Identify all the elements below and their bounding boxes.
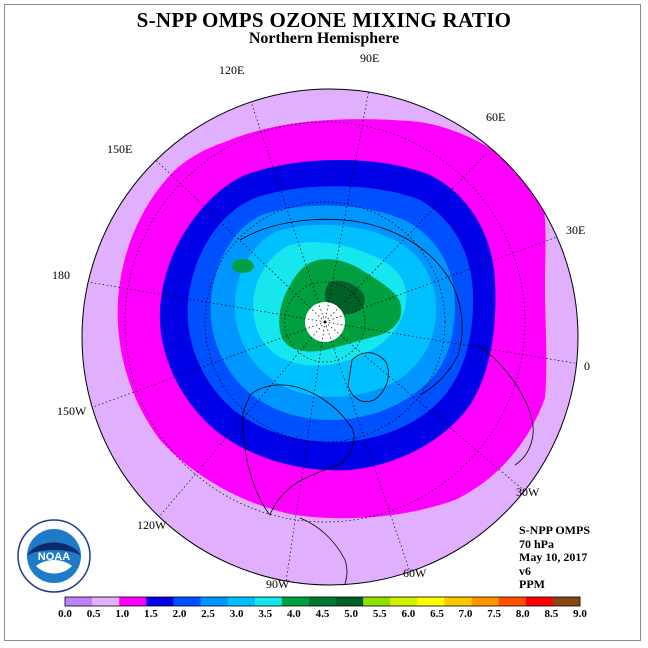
colorbar-tick-label: 6.5 xyxy=(430,608,444,620)
colorbar-swatch xyxy=(146,597,174,606)
longitude-label-150e: 150E xyxy=(107,142,133,156)
colorbar-tick-label: 9.0 xyxy=(573,608,587,620)
colorbar-swatch xyxy=(390,597,418,606)
colorbar-tick-label: 7.0 xyxy=(458,608,473,620)
graticule xyxy=(82,89,578,585)
noaa-logo: NOAA xyxy=(17,519,91,593)
colorbar-tick-label: 5.0 xyxy=(344,608,358,620)
longitude-label-30e: 30E xyxy=(566,223,586,237)
colorbar-swatch xyxy=(498,597,527,606)
colorbar-tick-label: 7.5 xyxy=(487,608,502,620)
latitude-circle-30n xyxy=(124,121,526,523)
colorbar-swatch xyxy=(444,597,472,606)
colorbar-swatch xyxy=(471,597,499,606)
colorbar-tick-label: 5.5 xyxy=(372,608,387,620)
map-metadata: S-NPP OMPS 70 hPa May 10, 2017 v6 PPM xyxy=(519,523,590,592)
colorbar-tick-labels: 0.0 0.5 1.0 1.5 2.0 2.5 3.0 3.5 4.0 4.5 5.0 5.5 6.0 6… xyxy=(0,608,648,622)
colorbar-tick-label: 3.5 xyxy=(258,608,273,620)
coastline-greenland xyxy=(347,352,389,403)
meridian-line xyxy=(324,321,413,579)
longitude-label-150w: 150W xyxy=(57,404,87,418)
colorbar-tick-label: 2.5 xyxy=(201,608,215,620)
colorbar-tick-label: 2.0 xyxy=(172,608,187,620)
colorbar-swatch xyxy=(173,597,201,606)
longitude-label-90w: 90W xyxy=(266,577,290,591)
colorbar-swatch xyxy=(281,597,310,606)
map-subtitle: Northern Hemisphere xyxy=(248,30,400,47)
meridian-line xyxy=(324,133,506,323)
meridian-line xyxy=(244,89,326,323)
meridian-line xyxy=(284,321,326,585)
colorbar-swatch xyxy=(552,597,581,606)
colorbar-swatch xyxy=(417,597,445,606)
latitude-circle-80n xyxy=(284,281,366,363)
meridian-line xyxy=(151,321,326,526)
colorbar-swatch xyxy=(119,597,147,606)
colorbar-tick-label: 1.5 xyxy=(143,608,158,620)
pressure-level-label: 70 hPa xyxy=(519,536,555,551)
coastline-eurasia xyxy=(239,218,463,396)
longitude-label-90e: 90E xyxy=(360,51,380,65)
coastline-south-america xyxy=(299,517,348,585)
longitude-label-60e: 60E xyxy=(486,110,506,124)
colorbar-tick-label: 4.5 xyxy=(315,608,330,620)
date-label: May 10, 2017 xyxy=(519,550,588,564)
colorbar-swatch xyxy=(308,597,337,606)
longitude-label-120w: 120W xyxy=(137,518,167,532)
colorbar-outline xyxy=(64,596,581,607)
colorbar-swatch xyxy=(65,597,93,606)
colorbar-swatch xyxy=(92,597,120,606)
colorbar-tick-label: 8.5 xyxy=(544,608,559,620)
colorbar-swatch xyxy=(227,597,256,606)
colorbar-tick-label: 1.0 xyxy=(115,608,130,620)
longitude-label-60w: 60W xyxy=(403,566,427,580)
version-label: v6 xyxy=(519,563,531,578)
figure-frame xyxy=(4,4,641,641)
colorbar-swatch xyxy=(200,597,228,606)
colorbar-swatches xyxy=(65,597,581,606)
colorbar-tick-label: 3.0 xyxy=(229,608,244,620)
longitude-label-120e: 120E xyxy=(219,63,245,77)
meridian-line xyxy=(324,321,578,365)
contour-green-patch xyxy=(232,259,254,273)
colorbar-swatch xyxy=(254,597,283,606)
latitude-circle-60n xyxy=(204,201,446,443)
colorbar-tick-label: 0.0 xyxy=(58,608,72,620)
longitude-label-30w: 30W xyxy=(516,485,540,499)
meridian-line xyxy=(324,321,528,494)
longitude-label-0: 0 xyxy=(584,359,590,373)
coastline-north-america xyxy=(242,384,355,516)
coastlines xyxy=(239,218,534,585)
instrument-label: S-NPP OMPS xyxy=(519,523,590,537)
noaa-logo-text: NOAA xyxy=(38,551,70,563)
colorbar-tick-label: 8.0 xyxy=(515,608,530,620)
map-title: S-NPP OMPS OZONE MIXING RATIO xyxy=(136,8,512,32)
colorbar-tick-label: 6.0 xyxy=(401,608,416,620)
colorbar-swatch xyxy=(336,597,364,606)
meridian-line xyxy=(82,321,326,412)
colorbar-swatch xyxy=(363,597,391,606)
coastline-africa xyxy=(477,344,534,466)
longitude-label-180: 180 xyxy=(52,268,70,282)
colorbar-tick-label: 4.0 xyxy=(287,608,301,620)
meridian-line xyxy=(324,232,569,323)
map-disc-outline xyxy=(81,88,579,586)
meridian-line xyxy=(324,89,372,323)
colorbar-tick-label: 0.5 xyxy=(86,608,101,620)
units-label: PPM xyxy=(519,577,545,591)
colorbar-swatch xyxy=(525,597,554,606)
